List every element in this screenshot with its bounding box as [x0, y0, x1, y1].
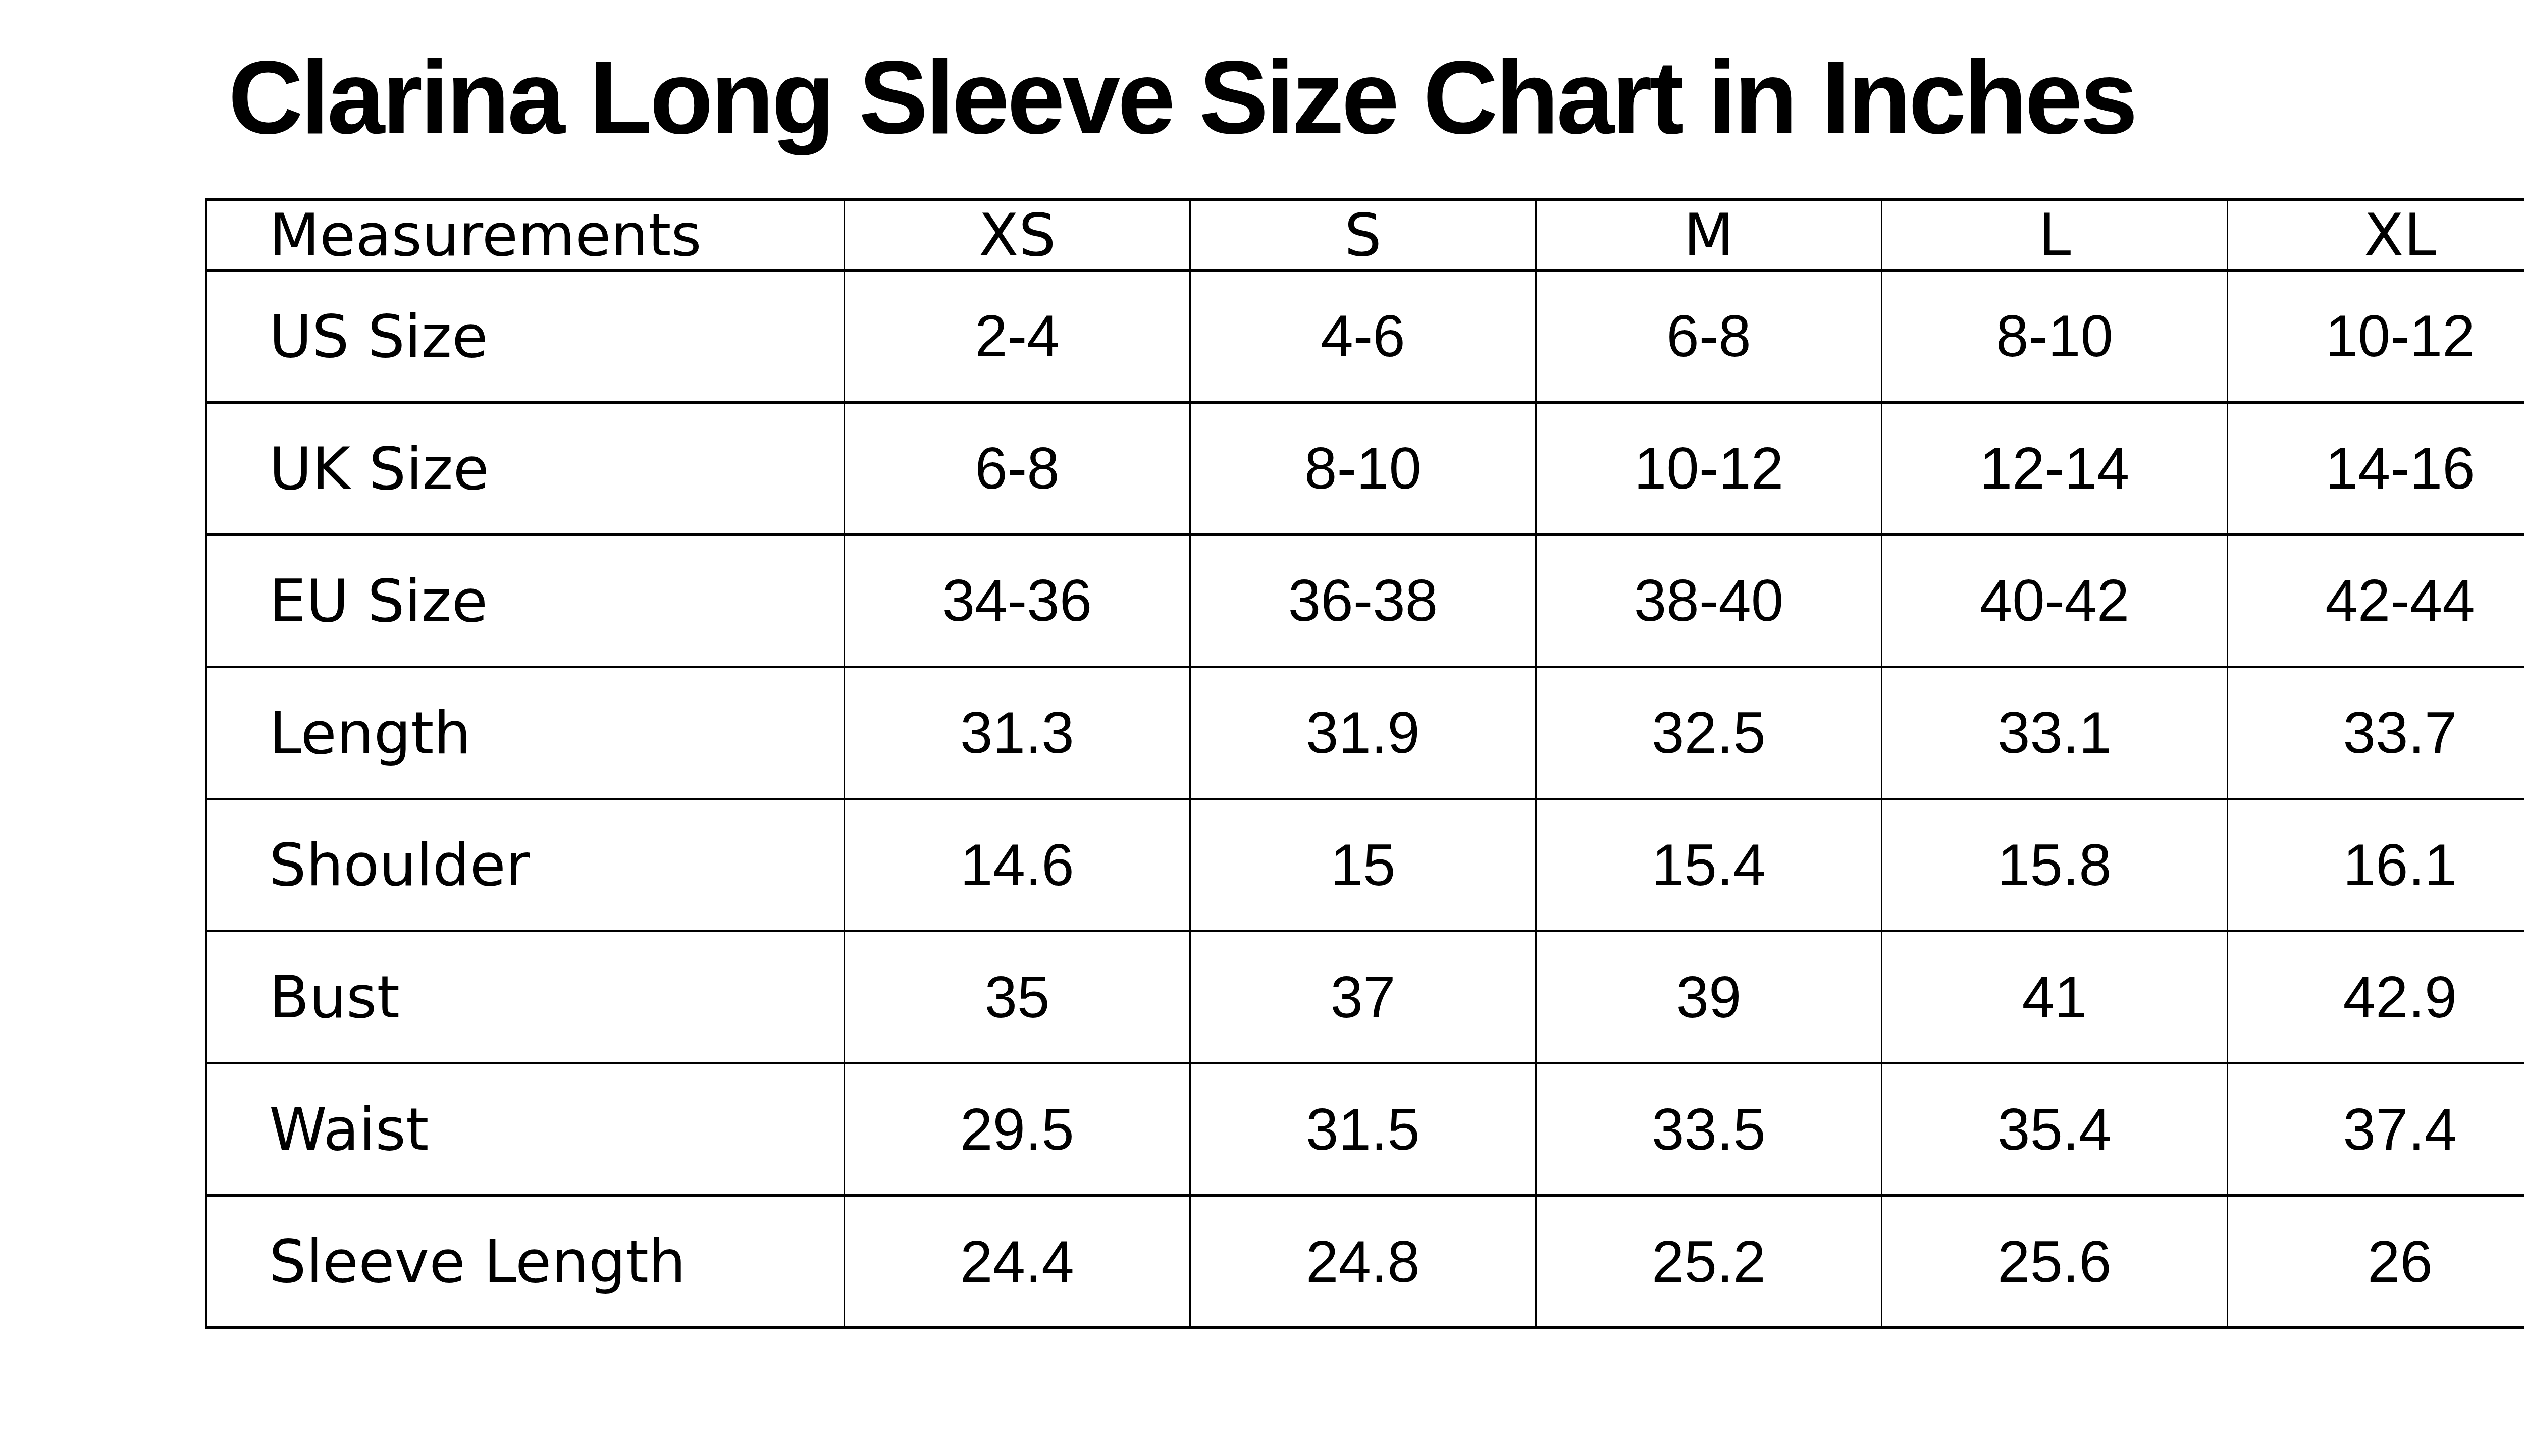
- value-cell: 39: [1536, 931, 1882, 1063]
- value-cell: 42-44: [2228, 534, 2524, 667]
- value-cell: 41: [1882, 931, 2228, 1063]
- table-row: Length31.331.932.533.133.7: [206, 667, 2524, 799]
- value-cell: 40-42: [1882, 534, 2228, 667]
- column-header-l: L: [1882, 200, 2228, 271]
- column-header-s: S: [1190, 200, 1536, 271]
- column-header-m: M: [1536, 200, 1882, 271]
- value-cell: 14.6: [845, 799, 1190, 931]
- row-label: Shoulder: [206, 799, 845, 931]
- value-cell: 8-10: [1190, 402, 1536, 534]
- value-cell: 42.9: [2228, 931, 2524, 1063]
- value-cell: 33.5: [1536, 1063, 1882, 1196]
- value-cell: 36-38: [1190, 534, 1536, 667]
- table-row: EU Size34-3636-3838-4040-4242-44: [206, 534, 2524, 667]
- size-table: MeasurementsXSSMLXL US Size2-44-66-88-10…: [205, 198, 2524, 1329]
- table-row: Shoulder14.61515.415.816.1: [206, 799, 2524, 931]
- value-cell: 6-8: [845, 402, 1190, 534]
- value-cell: 16.1: [2228, 799, 2524, 931]
- column-header-xl: XL: [2228, 200, 2524, 271]
- row-label: Length: [206, 667, 845, 799]
- row-label: Bust: [206, 931, 845, 1063]
- header-row: MeasurementsXSSMLXL: [206, 200, 2524, 271]
- value-cell: 10-12: [2228, 271, 2524, 403]
- table-row: UK Size6-88-1010-1212-1414-16: [206, 402, 2524, 534]
- value-cell: 31.9: [1190, 667, 1536, 799]
- value-cell: 33.1: [1882, 667, 2228, 799]
- value-cell: 34-36: [845, 534, 1190, 667]
- value-cell: 10-12: [1536, 402, 1882, 534]
- table-row: Sleeve Length24.424.825.225.626: [206, 1196, 2524, 1328]
- value-cell: 33.7: [2228, 667, 2524, 799]
- value-cell: 2-4: [845, 271, 1190, 403]
- page-title: Clarina Long Sleeve Size Chart in Inches: [228, 35, 2135, 160]
- value-cell: 15: [1190, 799, 1536, 931]
- row-label: UK Size: [206, 402, 845, 534]
- value-cell: 25.6: [1882, 1196, 2228, 1328]
- value-cell: 32.5: [1536, 667, 1882, 799]
- value-cell: 31.3: [845, 667, 1190, 799]
- table-header: MeasurementsXSSMLXL: [206, 200, 2524, 271]
- table-row: Waist29.531.533.535.437.4: [206, 1063, 2524, 1196]
- value-cell: 38-40: [1536, 534, 1882, 667]
- table-row: Bust3537394142.9: [206, 931, 2524, 1063]
- value-cell: 14-16: [2228, 402, 2524, 534]
- value-cell: 6-8: [1536, 271, 1882, 403]
- column-header-xs: XS: [845, 200, 1190, 271]
- value-cell: 35: [845, 931, 1190, 1063]
- value-cell: 31.5: [1190, 1063, 1536, 1196]
- column-header-measurements: Measurements: [206, 200, 845, 271]
- value-cell: 35.4: [1882, 1063, 2228, 1196]
- size-chart-page: { "page_title": "Clarina Long Sleeve Siz…: [0, 0, 2524, 1456]
- row-label: US Size: [206, 271, 845, 403]
- value-cell: 24.8: [1190, 1196, 1536, 1328]
- value-cell: 37: [1190, 931, 1536, 1063]
- value-cell: 12-14: [1882, 402, 2228, 534]
- value-cell: 25.2: [1536, 1196, 1882, 1328]
- value-cell: 8-10: [1882, 271, 2228, 403]
- value-cell: 29.5: [845, 1063, 1190, 1196]
- row-label: Waist: [206, 1063, 845, 1196]
- value-cell: 4-6: [1190, 271, 1536, 403]
- row-label: Sleeve Length: [206, 1196, 845, 1328]
- value-cell: 15.4: [1536, 799, 1882, 931]
- value-cell: 24.4: [845, 1196, 1190, 1328]
- value-cell: 26: [2228, 1196, 2524, 1328]
- value-cell: 15.8: [1882, 799, 2228, 931]
- table-row: US Size2-44-66-88-1010-12: [206, 271, 2524, 403]
- row-label: EU Size: [206, 534, 845, 667]
- table-body: US Size2-44-66-88-1010-12UK Size6-88-101…: [206, 271, 2524, 1328]
- value-cell: 37.4: [2228, 1063, 2524, 1196]
